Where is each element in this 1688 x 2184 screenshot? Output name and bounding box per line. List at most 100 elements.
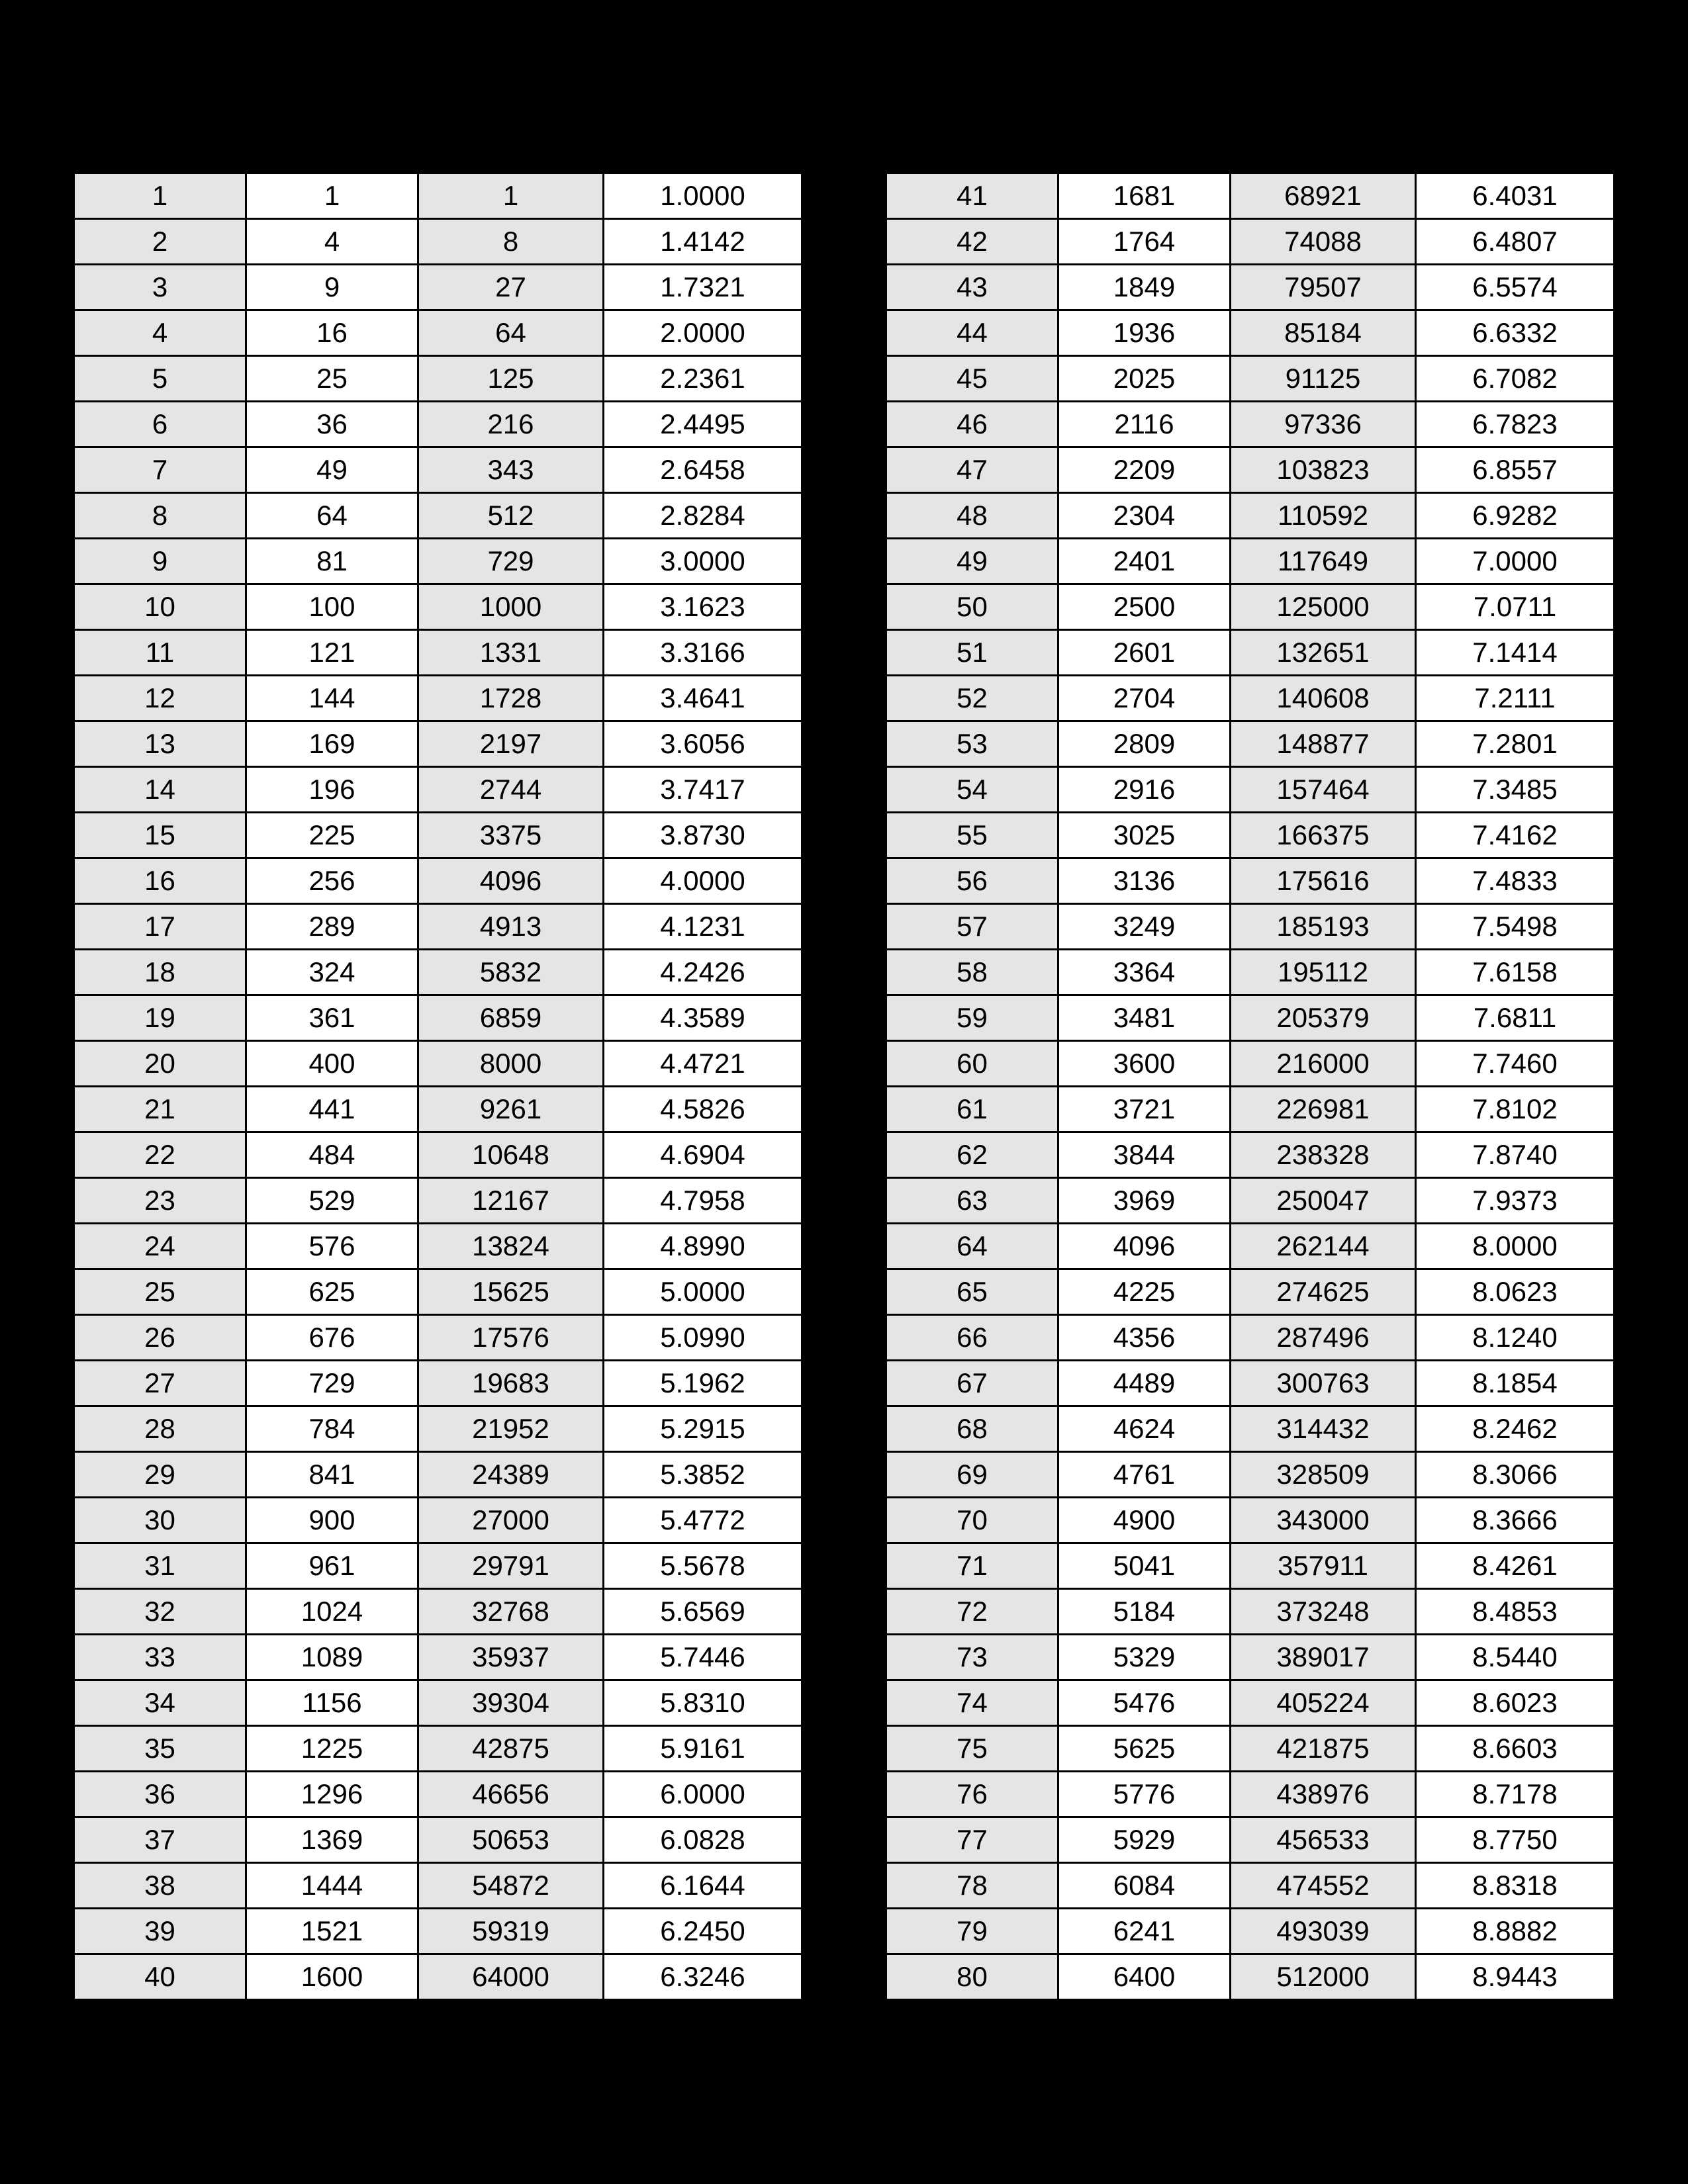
table-row: 431849795076.5574	[886, 265, 1615, 310]
cell-sqrt: 5.7446	[604, 1635, 802, 1680]
table-row: 5530251663757.4162	[886, 813, 1615, 858]
cell-n: 16	[74, 858, 246, 904]
cell-n: 70	[886, 1498, 1058, 1543]
cell-sqrt: 2.8284	[604, 493, 802, 539]
cell-n: 18	[74, 950, 246, 995]
cell-square: 1296	[246, 1772, 418, 1817]
cell-square: 2116	[1058, 402, 1231, 447]
cell-cube: 13824	[418, 1224, 604, 1269]
cell-n: 52	[886, 676, 1058, 721]
cell-sqrt: 4.1231	[604, 904, 802, 950]
cell-cube: 132651	[1231, 630, 1416, 676]
cell-square: 1764	[1058, 219, 1231, 265]
cell-n: 60	[886, 1041, 1058, 1087]
cell-cube: 185193	[1231, 904, 1416, 950]
cell-sqrt: 7.0000	[1416, 539, 1615, 584]
cell-n: 11	[74, 630, 246, 676]
cell-sqrt: 7.2111	[1416, 676, 1615, 721]
table-row: 6744893007638.1854	[886, 1361, 1615, 1406]
cell-square: 196	[246, 767, 418, 813]
cell-n: 24	[74, 1224, 246, 1269]
cell-square: 1369	[246, 1817, 418, 1863]
cell-cube: 64000	[418, 1954, 604, 2000]
cell-sqrt: 4.8990	[604, 1224, 802, 1269]
cell-n: 13	[74, 721, 246, 767]
cell-n: 79	[886, 1909, 1058, 1954]
cell-sqrt: 4.7958	[604, 1178, 802, 1224]
cell-sqrt: 1.7321	[604, 265, 802, 310]
cell-square: 1849	[1058, 265, 1231, 310]
cell-n: 15	[74, 813, 246, 858]
cell-cube: 456533	[1231, 1817, 1416, 1863]
cell-square: 1936	[1058, 310, 1231, 356]
cell-square: 1225	[246, 1726, 418, 1772]
cell-n: 55	[886, 813, 1058, 858]
table-row: 7049003430008.3666	[886, 1498, 1615, 1543]
cell-sqrt: 7.2801	[1416, 721, 1615, 767]
cell-sqrt: 7.9373	[1416, 1178, 1615, 1224]
cell-cube: 103823	[1231, 447, 1416, 493]
cell-sqrt: 6.6332	[1416, 310, 1615, 356]
cell-n: 63	[886, 1178, 1058, 1224]
table-row: 5934812053797.6811	[886, 995, 1615, 1041]
cell-cube: 216	[418, 402, 604, 447]
cell-square: 2209	[1058, 447, 1231, 493]
cell-sqrt: 7.8102	[1416, 1087, 1615, 1132]
cell-n: 8	[74, 493, 246, 539]
cell-sqrt: 8.4853	[1416, 1589, 1615, 1635]
table-row: 6036002160007.7460	[886, 1041, 1615, 1087]
cell-n: 71	[886, 1543, 1058, 1589]
cell-sqrt: 1.4142	[604, 219, 802, 265]
cell-n: 1	[74, 173, 246, 219]
table-row: 1419627443.7417	[74, 767, 802, 813]
cell-n: 80	[886, 1954, 1058, 2000]
cell-sqrt: 8.3066	[1416, 1452, 1615, 1498]
table-row: 7860844745528.8318	[886, 1863, 1615, 1909]
cell-cube: 1000	[418, 584, 604, 630]
cell-square: 2500	[1058, 584, 1231, 630]
cell-cube: 39304	[418, 1680, 604, 1726]
cell-square: 2809	[1058, 721, 1231, 767]
cell-square: 4624	[1058, 1406, 1231, 1452]
cell-n: 42	[886, 219, 1058, 265]
cell-cube: 343000	[1231, 1498, 1416, 1543]
cell-sqrt: 6.4807	[1416, 219, 1615, 265]
cell-cube: 2197	[418, 721, 604, 767]
cell-cube: 9261	[418, 1087, 604, 1132]
table-row: 6362162.4495	[74, 402, 802, 447]
cell-square: 256	[246, 858, 418, 904]
table-row: 341156393045.8310	[74, 1680, 802, 1726]
cell-sqrt: 8.1854	[1416, 1361, 1615, 1406]
cell-square: 900	[246, 1498, 418, 1543]
cell-cube: 6859	[418, 995, 604, 1041]
table-row: 26676175765.0990	[74, 1315, 802, 1361]
cell-square: 961	[246, 1543, 418, 1589]
cell-n: 72	[886, 1589, 1058, 1635]
cell-cube: 421875	[1231, 1726, 1416, 1772]
cell-sqrt: 7.7460	[1416, 1041, 1615, 1087]
cell-n: 33	[74, 1635, 246, 1680]
table-row: 29841243895.3852	[74, 1452, 802, 1498]
cell-cube: 216000	[1231, 1041, 1416, 1087]
cell-cube: 729	[418, 539, 604, 584]
table-row: 1832458324.2426	[74, 950, 802, 995]
table-row: 6238442383287.8740	[886, 1132, 1615, 1178]
table-row: 6947613285098.3066	[886, 1452, 1615, 1498]
cell-cube: 166375	[1231, 813, 1416, 858]
cell-cube: 125	[418, 356, 604, 402]
cell-n: 9	[74, 539, 246, 584]
cell-n: 44	[886, 310, 1058, 356]
table-row: 25625156255.0000	[74, 1269, 802, 1315]
cell-cube: 24389	[418, 1452, 604, 1498]
cell-square: 5184	[1058, 1589, 1231, 1635]
cell-n: 19	[74, 995, 246, 1041]
cell-square: 784	[246, 1406, 418, 1452]
table-row: 1214417283.4641	[74, 676, 802, 721]
cell-sqrt: 3.0000	[604, 539, 802, 584]
cell-n: 4	[74, 310, 246, 356]
cell-n: 67	[886, 1361, 1058, 1406]
cell-n: 45	[886, 356, 1058, 402]
cell-square: 2025	[1058, 356, 1231, 402]
cell-sqrt: 3.4641	[604, 676, 802, 721]
cell-n: 37	[74, 1817, 246, 1863]
